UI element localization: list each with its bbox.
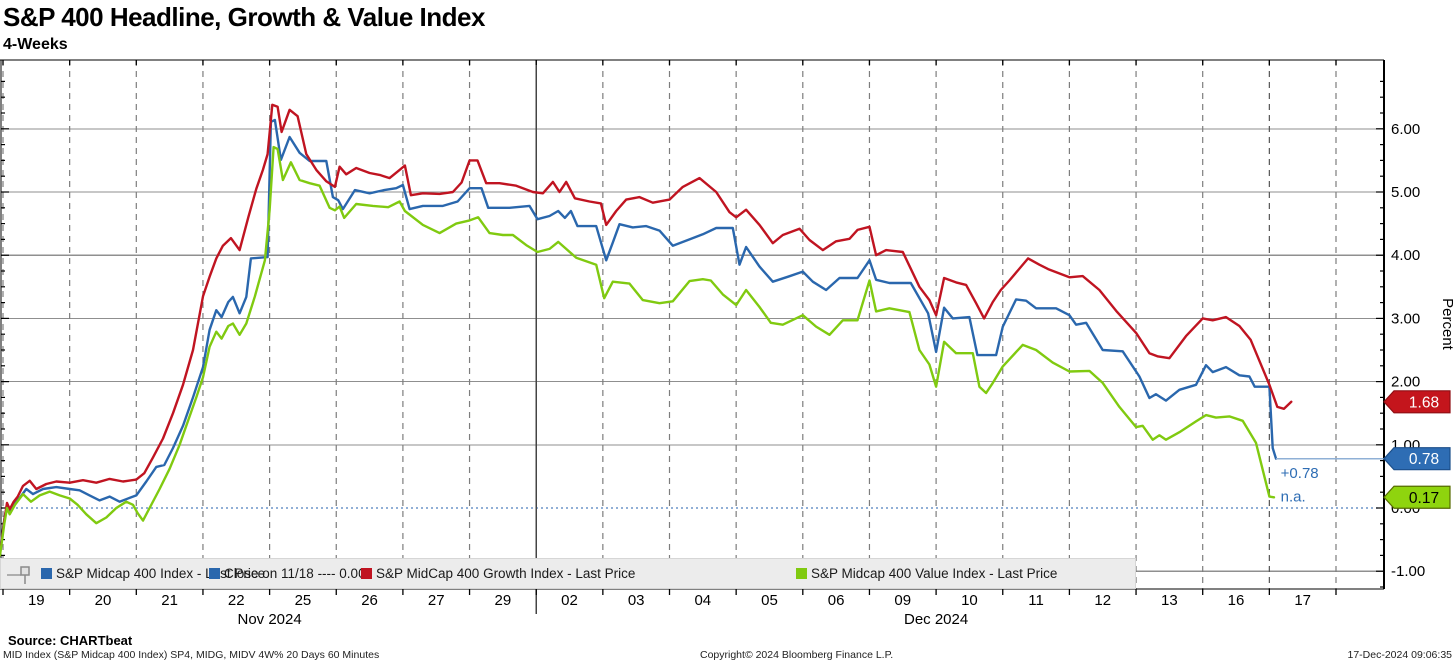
y-axis-tick-label: 3.00	[1391, 310, 1420, 327]
x-axis-tick-label: 06	[828, 592, 845, 609]
annotation-last-change: +0.78	[1281, 465, 1319, 482]
last-price-badge-midcap-400	[1383, 447, 1451, 471]
series-line-growth-index	[0, 103, 1293, 555]
legend-label: S&P MidCap 400 Growth Index - Last Price	[376, 566, 636, 581]
x-axis-tick-label: 25	[295, 592, 312, 609]
x-axis-tick-label: 11	[1028, 592, 1044, 609]
x-axis-tick-label: 10	[961, 592, 978, 609]
last-price-badge-value	[1383, 485, 1451, 509]
last-price-badge-label: 0.17	[1409, 490, 1439, 507]
annotation-na: n.a.	[1281, 489, 1306, 506]
series-line-value-index	[0, 145, 1276, 557]
legend-marker-blue	[209, 568, 220, 579]
x-axis-tick-label: 02	[561, 592, 578, 609]
x-axis-tick-label: 03	[628, 592, 645, 609]
legend-marker-blue	[41, 568, 52, 579]
footer-datetime: 17-Dec-2024 09:06:35	[1347, 649, 1453, 661]
footer-meta-text: MID Index (S&P Midcap 400 Index) SP4, MI…	[3, 649, 380, 661]
chart-subtitle: 4-Weeks	[3, 36, 68, 53]
y-axis-tick-label: 6.00	[1391, 121, 1420, 138]
x-axis-month-label: Dec 2024	[904, 611, 968, 628]
x-axis-tick-label: 05	[761, 592, 778, 609]
y-axis-tick-label: -1.00	[1391, 563, 1425, 580]
legend-bar: S&P Midcap 400 Index - Last Price Close …	[0, 558, 1136, 589]
legend-marker-green	[796, 568, 807, 579]
x-axis-tick-label: 12	[1094, 592, 1111, 609]
x-axis-tick-label: 19	[28, 592, 45, 609]
chart-title: S&P 400 Headline, Growth & Value Index	[3, 2, 485, 32]
legend-item-close-reference[interactable]: Close on 11/18 ---- 0.00	[209, 559, 366, 588]
x-axis-tick-label: 29	[495, 592, 512, 609]
x-axis-tick-label: 13	[1161, 592, 1178, 609]
y-axis-title: Percent	[1439, 298, 1456, 351]
x-axis-tick-label: 16	[1228, 592, 1245, 609]
last-price-badge-label: 0.78	[1409, 451, 1439, 468]
last-price-badge-growth	[1383, 390, 1451, 414]
x-axis-tick-label: 17	[1294, 592, 1311, 609]
legend-marker-red	[361, 568, 372, 579]
x-axis-tick-label: 21	[161, 592, 178, 609]
x-axis-month-label: Nov 2024	[237, 611, 301, 628]
legend-item-growth-index[interactable]: S&P MidCap 400 Growth Index - Last Price	[361, 559, 635, 588]
last-price-badge-label: 1.68	[1409, 394, 1439, 411]
pin-icon[interactable]	[7, 565, 33, 585]
y-axis-tick-label: 2.00	[1391, 374, 1420, 391]
x-axis-tick-label: 27	[428, 592, 445, 609]
footer-copyright: Copyright© 2024 Bloomberg Finance L.P.	[700, 649, 894, 661]
x-axis-tick-label: 26	[361, 592, 378, 609]
y-axis-tick-label: 5.00	[1391, 184, 1420, 201]
x-axis-tick-label: 22	[228, 592, 245, 609]
x-axis-tick-label: 09	[894, 592, 911, 609]
x-axis-tick-label: 04	[694, 592, 711, 609]
y-axis-tick-label: 4.00	[1391, 247, 1420, 264]
source-label: Source: CHARTbeat	[8, 633, 133, 648]
x-axis-tick-label: 20	[95, 592, 112, 609]
legend-item-value-index[interactable]: S&P Midcap 400 Value Index - Last Price	[796, 559, 1057, 588]
series-line-midcap-400-index	[0, 118, 1278, 553]
legend-label: Close on 11/18 ---- 0.00	[224, 566, 366, 581]
legend-label: S&P Midcap 400 Value Index - Last Price	[811, 566, 1058, 581]
